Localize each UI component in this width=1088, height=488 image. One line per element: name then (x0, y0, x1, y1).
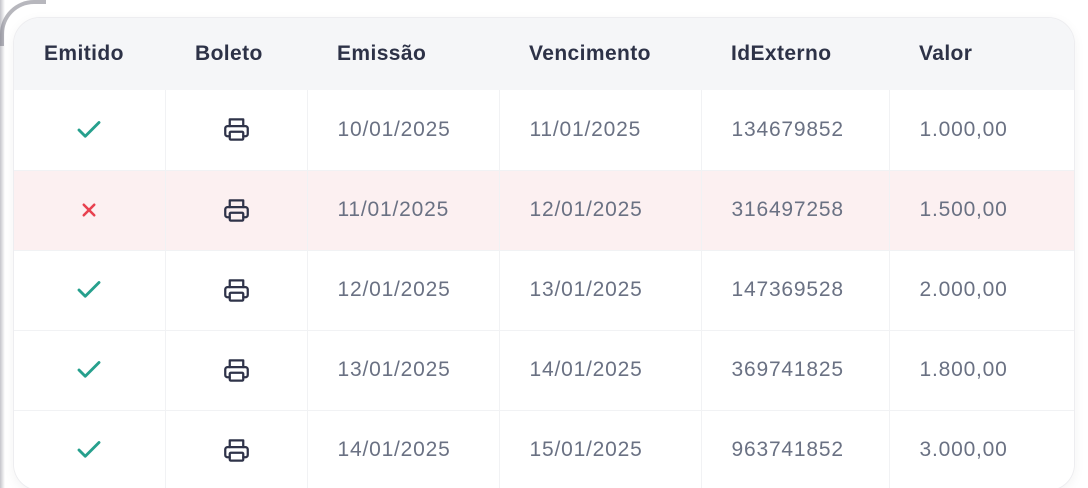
valor-cell: 3.000,00 (888, 409, 1074, 488)
idexterno-cell: 316497258 (700, 169, 889, 250)
status-cell (14, 90, 165, 170)
valor-cell: 1.000,00 (888, 90, 1074, 170)
print-button[interactable] (219, 193, 254, 228)
emissao-cell: 10/01/2025 (306, 90, 499, 170)
header-emissao: Emissão (307, 18, 499, 90)
idexterno-cell: 963741852 (700, 409, 889, 488)
emissao-cell: 14/01/2025 (306, 409, 499, 488)
vencimento-cell: 14/01/2025 (498, 329, 701, 410)
printer-icon (223, 116, 250, 143)
boletos-table: Emitido Boleto Emissão Vencimento IdExte… (14, 18, 1074, 488)
printer-icon (223, 357, 250, 384)
vencimento-cell: 15/01/2025 (498, 409, 701, 488)
header-emitido: Emitido (14, 18, 165, 90)
table-row: 13/01/2025 14/01/2025 369741825 1.800,00 (14, 329, 1074, 410)
valor-cell: 2.000,00 (888, 249, 1074, 330)
vencimento-cell: 13/01/2025 (498, 249, 701, 330)
table-row: 11/01/2025 12/01/2025 316497258 1.500,00 (14, 169, 1074, 250)
print-cell (164, 249, 307, 330)
header-row: Emitido Boleto Emissão Vencimento IdExte… (14, 18, 1074, 90)
check-icon (74, 355, 104, 385)
emissao-cell: 11/01/2025 (306, 169, 499, 250)
idexterno-cell: 369741825 (700, 329, 889, 410)
boletos-table-card: Emitido Boleto Emissão Vencimento IdExte… (14, 18, 1074, 488)
print-cell (164, 329, 307, 410)
status-cell (14, 329, 165, 410)
vencimento-cell: 12/01/2025 (498, 169, 701, 250)
print-cell (164, 409, 307, 488)
header-boleto: Boleto (165, 18, 307, 90)
print-button[interactable] (219, 273, 254, 308)
check-icon (74, 435, 104, 465)
check-icon (74, 115, 104, 145)
idexterno-cell: 134679852 (700, 90, 889, 170)
valor-cell: 1.500,00 (888, 169, 1074, 250)
window-left-edge (0, 0, 5, 488)
status-cell (14, 409, 165, 488)
status-cell (14, 169, 165, 250)
print-cell (164, 169, 307, 250)
valor-cell: 1.800,00 (888, 329, 1074, 410)
emissao-cell: 13/01/2025 (306, 329, 499, 410)
table-row: 12/01/2025 13/01/2025 147369528 2.000,00 (14, 249, 1074, 330)
print-button[interactable] (219, 112, 254, 147)
check-icon (74, 275, 104, 305)
print-button[interactable] (219, 353, 254, 388)
table-row: 10/01/2025 11/01/2025 134679852 1.000,00 (14, 90, 1074, 170)
x-icon (80, 201, 98, 219)
print-button[interactable] (219, 433, 254, 468)
header-vencimento: Vencimento (499, 18, 701, 90)
emissao-cell: 12/01/2025 (306, 249, 499, 330)
printer-icon (223, 277, 250, 304)
print-cell (164, 90, 307, 170)
printer-icon (223, 197, 250, 224)
header-idexterno: IdExterno (701, 18, 889, 90)
vencimento-cell: 11/01/2025 (498, 90, 701, 170)
printer-icon (223, 437, 250, 464)
status-cell (14, 249, 165, 330)
header-valor: Valor (889, 18, 1074, 90)
idexterno-cell: 147369528 (700, 249, 889, 330)
table-row: 14/01/2025 15/01/2025 963741852 3.000,00 (14, 409, 1074, 488)
